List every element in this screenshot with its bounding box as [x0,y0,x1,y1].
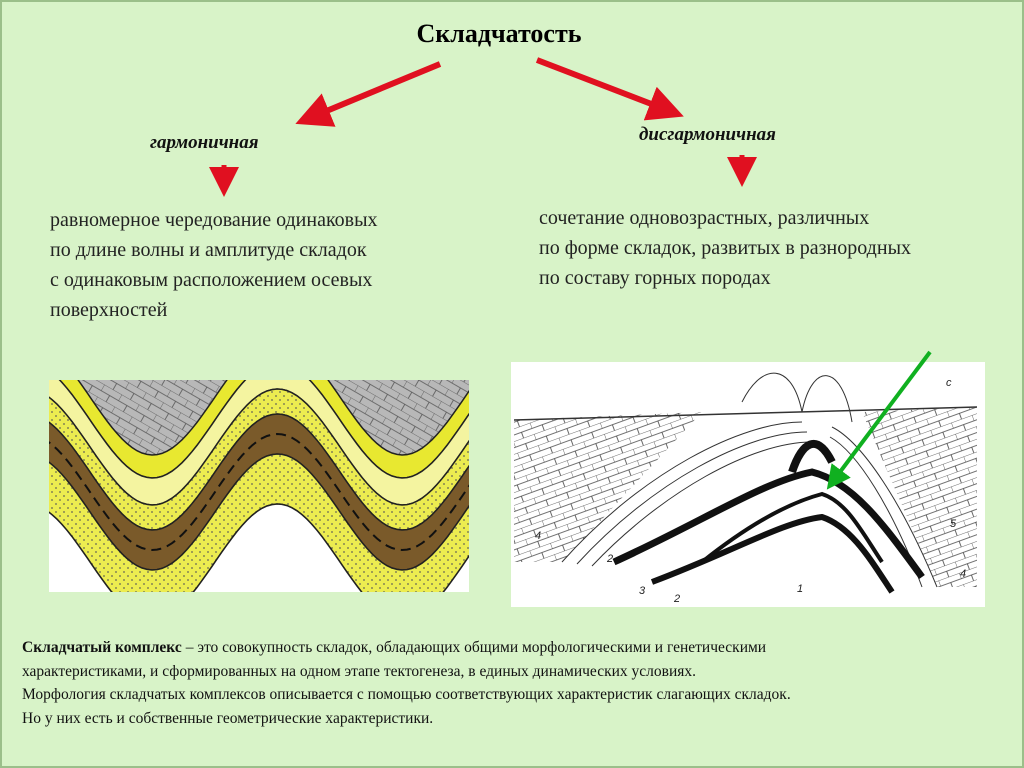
disharmonic-heading: дисгармоничная [639,124,776,145]
harmonic-description: равномерное чередование одинаковых по дли… [50,209,378,321]
figure-label: 4 [535,530,541,542]
figure-label: 5 [950,518,957,530]
disharmonic-fold-figure: с 4 2 3 2 1 5 4 [511,350,985,607]
description-line: равномерное чередование одинаковых [50,209,378,231]
definition-term: Складчатый комплекс [22,639,182,656]
description-line: сочетание одновозрастных, различных [539,207,869,229]
figure-label: 1 [797,583,803,595]
description-line: с одинаковым расположением осевых [50,269,372,291]
definition-line: характеристиками, и сформированных на од… [22,660,1022,684]
description-line: по составу горных породах [539,267,771,289]
harmonic-fold-figure [49,380,469,592]
definition-text: Но у них есть и собственные геометрическ… [22,709,434,727]
disharmonic-description: сочетание одновозрастных, различных по фо… [539,207,911,289]
arrow [535,57,684,121]
definition: Складчатый комплекс – это совокупность ск… [22,636,1022,730]
figure-label: 2 [606,553,613,565]
description-line: поверхностей [50,299,168,321]
definition-line: Складчатый комплекс – это совокупность ск… [22,636,1022,660]
definition-text: Морфология складчатых комплексов описыва… [22,686,791,703]
arrow [295,61,442,127]
harmonic-heading: гармоничная [150,132,259,153]
definition-line: Морфология складчатых комплексов описыва… [22,683,1022,707]
definition-text: характеристиками, и сформированных на од… [22,662,697,680]
figure-label: 3 [639,585,646,597]
title: Складчатость [417,19,582,48]
dashed-line [49,432,469,552]
layer [49,453,469,592]
figure-label: 4 [960,568,966,580]
figure-label: с [946,377,952,389]
description-line: по форме складок, развитых в разнородных [539,237,911,259]
definition-text: – это совокупность складок, обладающих о… [185,639,767,656]
definition-line: Но у них есть и собственные геометрическ… [22,707,1022,731]
figure-label: 2 [673,593,680,605]
layer [49,503,469,592]
description-line: по длине волны и амплитуде складок [50,239,367,261]
